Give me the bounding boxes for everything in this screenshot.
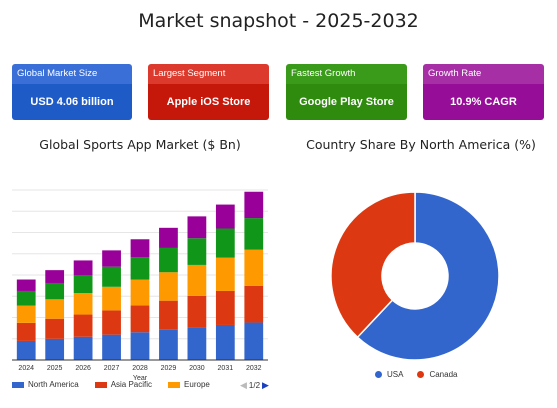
bar-segment[interactable] — [244, 322, 264, 360]
bar-segment[interactable] — [244, 285, 264, 323]
bar-segment[interactable] — [159, 247, 178, 273]
x-tick-label: 2030 — [189, 365, 205, 372]
legend-label-europe: Europe — [184, 380, 210, 389]
bar-legend: North America Asia Pacific Europe — [12, 380, 210, 389]
bar-segment[interactable] — [187, 238, 207, 265]
x-tick-label: 2032 — [246, 365, 262, 372]
bar-segment[interactable] — [16, 279, 36, 291]
donut-legend: USA Canada — [375, 370, 457, 379]
largest-segment-value: Apple iOS Store — [148, 84, 269, 120]
bar-segment[interactable] — [159, 227, 178, 248]
bar-segment[interactable] — [73, 336, 93, 360]
bar-segment[interactable] — [187, 264, 207, 296]
bar-segment[interactable] — [159, 329, 178, 360]
bar-segment[interactable] — [102, 310, 121, 335]
legend-next-icon[interactable]: ▶ — [262, 380, 269, 390]
bar-segment[interactable] — [130, 279, 150, 306]
x-tick-label: 2024 — [18, 365, 34, 372]
bar-segment[interactable] — [16, 305, 36, 323]
bar-segment[interactable] — [102, 266, 121, 287]
legend-label-asia-pacific: Asia Pacific — [110, 380, 153, 389]
legend-swatch-europe — [168, 381, 181, 388]
bar-segment[interactable] — [45, 338, 65, 360]
bar-segment[interactable] — [16, 340, 36, 360]
legend-dot-usa — [375, 371, 382, 378]
legend-page-indicator: 1/2 — [248, 381, 261, 390]
x-tick-label: 2027 — [104, 365, 120, 372]
market-size-value: USD 4.06 billion — [12, 84, 132, 120]
market-size-card: Global Market Size USD 4.06 billion — [12, 64, 132, 120]
x-tick-label: 2029 — [161, 365, 177, 372]
legend-label-usa: USA — [387, 370, 404, 379]
growth-rate-value: 10.9% CAGR — [423, 84, 544, 120]
fastest-growth-label: Fastest Growth — [286, 64, 407, 84]
bar-segment[interactable] — [45, 318, 65, 339]
bar-segment[interactable] — [73, 293, 93, 315]
legend-label-canada: Canada — [429, 370, 458, 379]
legend-item-asia-pacific[interactable]: Asia Pacific — [94, 380, 153, 389]
bar-segment[interactable] — [130, 239, 150, 258]
bar-segment[interactable] — [45, 282, 65, 300]
largest-segment-card: Largest Segment Apple iOS Store — [148, 64, 269, 120]
legend-item-north-america[interactable]: North America — [12, 380, 79, 389]
bar-segment[interactable] — [73, 314, 93, 337]
bar-segment[interactable] — [45, 270, 65, 283]
bar-segment[interactable] — [215, 228, 235, 258]
bar-segment[interactable] — [215, 324, 235, 360]
x-axis-label: Year — [133, 375, 148, 382]
bar-segment[interactable] — [215, 257, 235, 291]
x-tick-label: 2031 — [218, 365, 234, 372]
bar-segment[interactable] — [73, 260, 93, 275]
donut-slice-usa[interactable] — [356, 191, 500, 361]
x-tick-label: 2028 — [132, 365, 148, 372]
largest-segment-label: Largest Segment — [148, 64, 269, 84]
bar-segment[interactable] — [244, 191, 264, 219]
bar-segment[interactable] — [130, 305, 150, 333]
bar-segment[interactable] — [130, 332, 150, 360]
bar-segment[interactable] — [187, 295, 207, 328]
donut-chart-title: Country Share By North America (%) — [306, 137, 536, 152]
bar-segment[interactable] — [187, 216, 207, 239]
bar-segment[interactable] — [215, 204, 235, 229]
legend-prev-icon[interactable]: ◀ — [240, 380, 247, 390]
donut-slice-canada[interactable] — [330, 191, 416, 339]
growth-rate-card: Growth Rate 10.9% CAGR — [423, 64, 544, 120]
legend-swatch-north-america — [12, 381, 24, 388]
legend-item-canada[interactable]: Canada — [417, 370, 457, 379]
legend-item-europe[interactable]: Europe — [168, 380, 210, 389]
bar-segment[interactable] — [244, 249, 264, 286]
legend-pager: ◀ 1/2 ▶ — [240, 380, 269, 391]
bar-chart: 2024 2025 2026 2027 2028 2029 2030 2031 2032 Year — [12, 189, 268, 382]
bar-segment[interactable] — [159, 272, 178, 301]
bar-segment[interactable] — [73, 275, 93, 294]
legend-swatch-asia-pacific — [94, 381, 107, 388]
bar-segment[interactable] — [102, 286, 121, 311]
bar-segment[interactable] — [159, 300, 178, 330]
legend-dot-canada — [417, 371, 425, 378]
bar-segment[interactable] — [16, 322, 36, 341]
bar-segment[interactable] — [102, 250, 121, 267]
bar-segment[interactable] — [187, 327, 207, 360]
bar-segment[interactable] — [102, 334, 121, 360]
market-size-label: Global Market Size — [12, 64, 132, 84]
bar-chart-title: Global Sports App Market ($ Bn) — [39, 137, 241, 152]
bar-segment[interactable] — [130, 257, 150, 280]
x-tick-label: 2025 — [47, 365, 63, 372]
legend-label-north-america: North America — [28, 380, 79, 389]
fastest-growth-value: Google Play Store — [286, 84, 407, 120]
fastest-growth-card: Fastest Growth Google Play Store — [286, 64, 407, 120]
growth-rate-label: Growth Rate — [423, 64, 544, 84]
x-tick-label: 2026 — [75, 365, 91, 372]
bar-segment[interactable] — [215, 290, 235, 325]
legend-item-usa[interactable]: USA — [375, 370, 403, 379]
bar-segment[interactable] — [244, 218, 264, 250]
bar-segment[interactable] — [45, 299, 65, 319]
bar-segment[interactable] — [16, 290, 36, 306]
page-title: Market snapshot - 2025-2032 — [138, 10, 419, 32]
